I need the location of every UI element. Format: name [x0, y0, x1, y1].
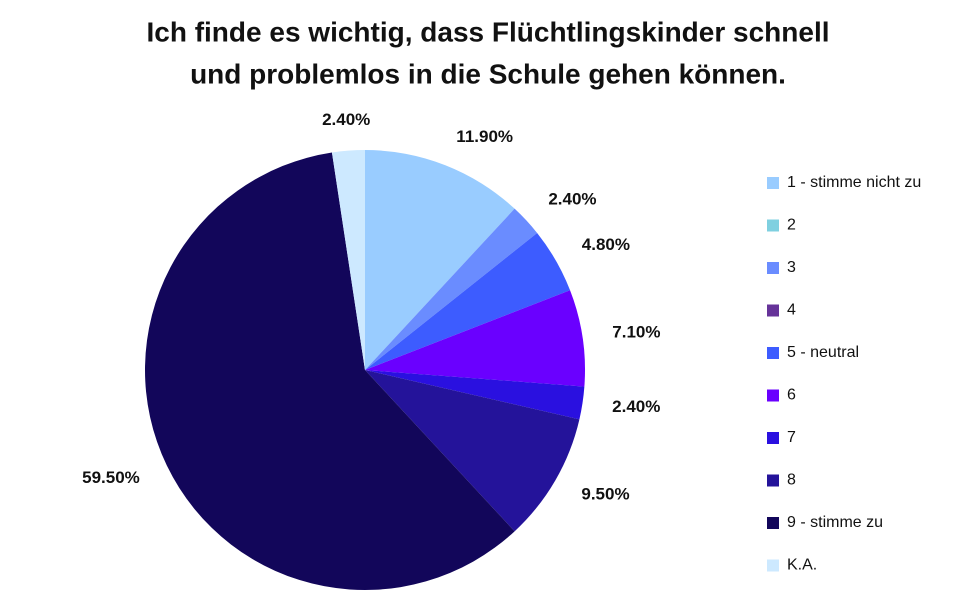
legend-swatch — [767, 389, 779, 402]
legend-label: K.A. — [787, 557, 817, 574]
legend-swatch — [767, 219, 779, 232]
legend-swatch — [767, 177, 779, 189]
legend-label: 3 — [787, 259, 796, 276]
legend-label: 6 — [787, 387, 796, 404]
pie-slice — [365, 290, 585, 387]
value-label: 7.10% — [612, 323, 660, 342]
legend-label: 1 - stimme nicht zu — [787, 174, 921, 191]
value-label: 11.90% — [456, 127, 513, 146]
legend-swatch — [767, 474, 779, 487]
pie-slice — [365, 232, 571, 370]
pie-slice — [365, 370, 585, 420]
pie-slice — [144, 152, 515, 590]
legend-label: 5 - neutral — [787, 344, 859, 361]
pie-slice — [365, 150, 515, 370]
legend-label: 7 — [787, 429, 796, 446]
legend-swatch — [767, 559, 779, 572]
legend-label: 8 — [787, 472, 796, 489]
legend-swatch — [767, 347, 779, 359]
chart-title: und problemlos in die Schule gehen könne… — [190, 58, 786, 89]
legend-swatch — [767, 432, 779, 444]
pie-slice — [365, 370, 580, 532]
value-label: 2.40% — [548, 189, 596, 208]
legend-swatch — [767, 517, 779, 529]
value-label: 2.40% — [612, 397, 660, 416]
legend-label: 9 - stimme zu — [787, 514, 883, 531]
legend-label: 4 — [787, 302, 796, 319]
pie-slice — [365, 208, 538, 370]
legend-swatch — [767, 262, 779, 274]
value-label: 2.40% — [322, 110, 370, 129]
value-label: 59.50% — [82, 468, 140, 487]
value-label: 4.80% — [582, 235, 630, 254]
chart-title: Ich finde es wichtig, dass Flüchtlingski… — [146, 16, 829, 47]
pie-slice — [331, 150, 365, 370]
legend-label: 2 — [787, 217, 796, 234]
value-label: 9.50% — [581, 485, 629, 504]
legend-swatch — [767, 304, 779, 317]
